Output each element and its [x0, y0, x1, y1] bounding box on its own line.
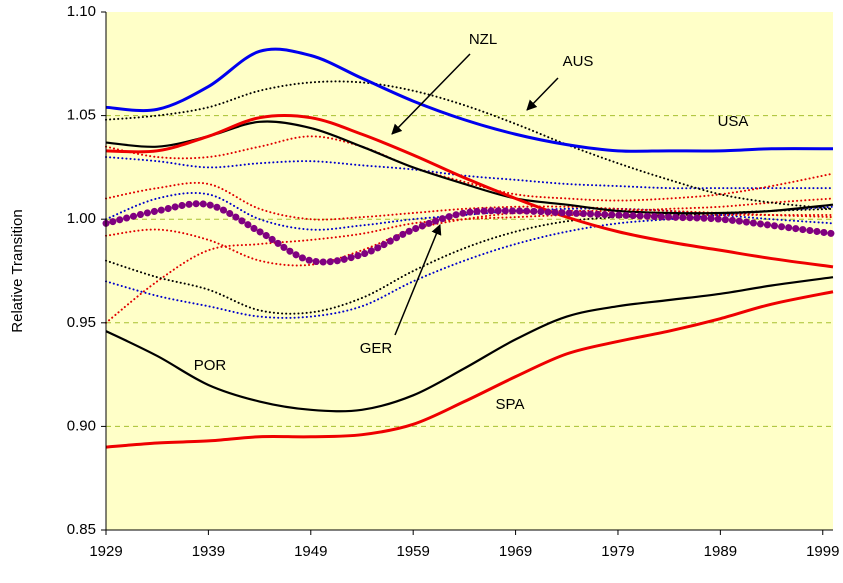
series-annotation: POR [194, 357, 227, 374]
series-line [105, 207, 834, 315]
series-annotation: SPA [496, 396, 525, 413]
series-line [105, 290, 834, 449]
y-tick-label: 0.95 [67, 314, 96, 331]
series-line [105, 156, 834, 190]
x-tick-label: 1959 [396, 543, 429, 560]
series-line [105, 213, 834, 324]
x-tick-label: 1989 [704, 543, 737, 560]
series-annotation: GER [360, 340, 393, 357]
x-tick-label: 1979 [601, 543, 634, 560]
plot-area [106, 12, 833, 530]
y-tick-label: 0.90 [67, 417, 96, 434]
series-line [105, 276, 834, 413]
y-tick-label: 1.10 [67, 3, 96, 20]
series-line [105, 47, 834, 153]
annotation-arrow [394, 224, 442, 336]
series-line [105, 80, 834, 210]
x-tick-label: 1949 [294, 543, 327, 560]
series-line [105, 135, 834, 202]
x-tick-label: 1969 [499, 543, 532, 560]
series-line [105, 181, 834, 221]
y-tick-label: 1.00 [67, 210, 96, 227]
series-line [105, 191, 834, 231]
series-line [102, 200, 837, 266]
series-annotation: AUS [563, 53, 594, 70]
y-tick-label: 1.05 [67, 107, 96, 124]
annotation-arrow [526, 77, 559, 111]
x-tick-label: 1929 [89, 543, 122, 560]
series-annotation: NZL [469, 31, 497, 48]
y-axis-label: Relative Transition [9, 209, 26, 332]
y-tick-label: 0.85 [67, 521, 96, 538]
series-annotation: USA [718, 113, 749, 130]
series-line [105, 113, 834, 269]
x-tick-label: 1939 [192, 543, 225, 560]
annotation-arrow [391, 53, 471, 135]
x-tick-label: 1999 [806, 543, 839, 560]
